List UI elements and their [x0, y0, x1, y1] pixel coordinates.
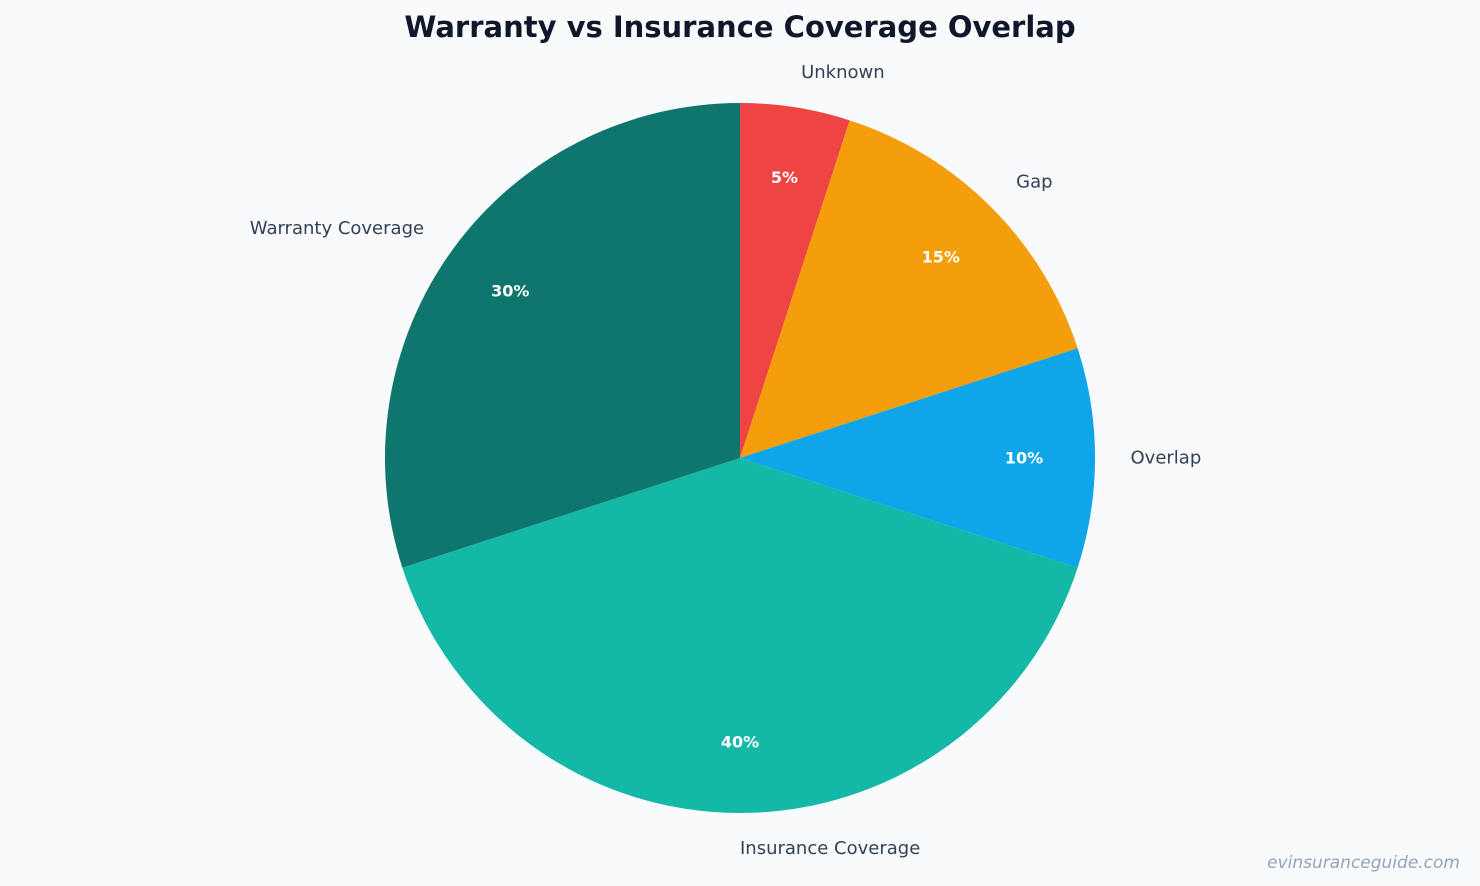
- pie-slice-warranty-coverage: [384, 103, 740, 568]
- slice-label-warranty-coverage: Warranty Coverage: [250, 218, 424, 239]
- slice-label-insurance-coverage: Insurance Coverage: [740, 838, 920, 859]
- pie-slice-gap: [740, 120, 1078, 459]
- pie-slices: [384, 103, 1096, 814]
- pie-slice-insurance-coverage: [402, 458, 1078, 814]
- pie-slice-unknown: [740, 103, 850, 458]
- pct-label-overlap: 10%: [1005, 449, 1043, 468]
- chart-title: Warranty vs Insurance Coverage Overlap: [404, 10, 1075, 44]
- watermark-text: evinsuranceguide.com: [1267, 853, 1460, 873]
- pie-slice-overlap: [740, 348, 1096, 568]
- pct-label-gap: 15%: [922, 248, 960, 267]
- slice-label-gap: Gap: [1016, 171, 1052, 192]
- pie-labels: 5% Unknown 15% Gap 10% Overlap 40% Insurance Co…: [250, 62, 1201, 859]
- pct-label-unknown: 5%: [771, 168, 798, 187]
- slice-label-unknown: Unknown: [801, 62, 885, 83]
- slice-label-overlap: Overlap: [1131, 448, 1202, 469]
- pct-label-insurance-coverage: 40%: [721, 733, 759, 752]
- pct-label-warranty-coverage: 30%: [491, 282, 529, 301]
